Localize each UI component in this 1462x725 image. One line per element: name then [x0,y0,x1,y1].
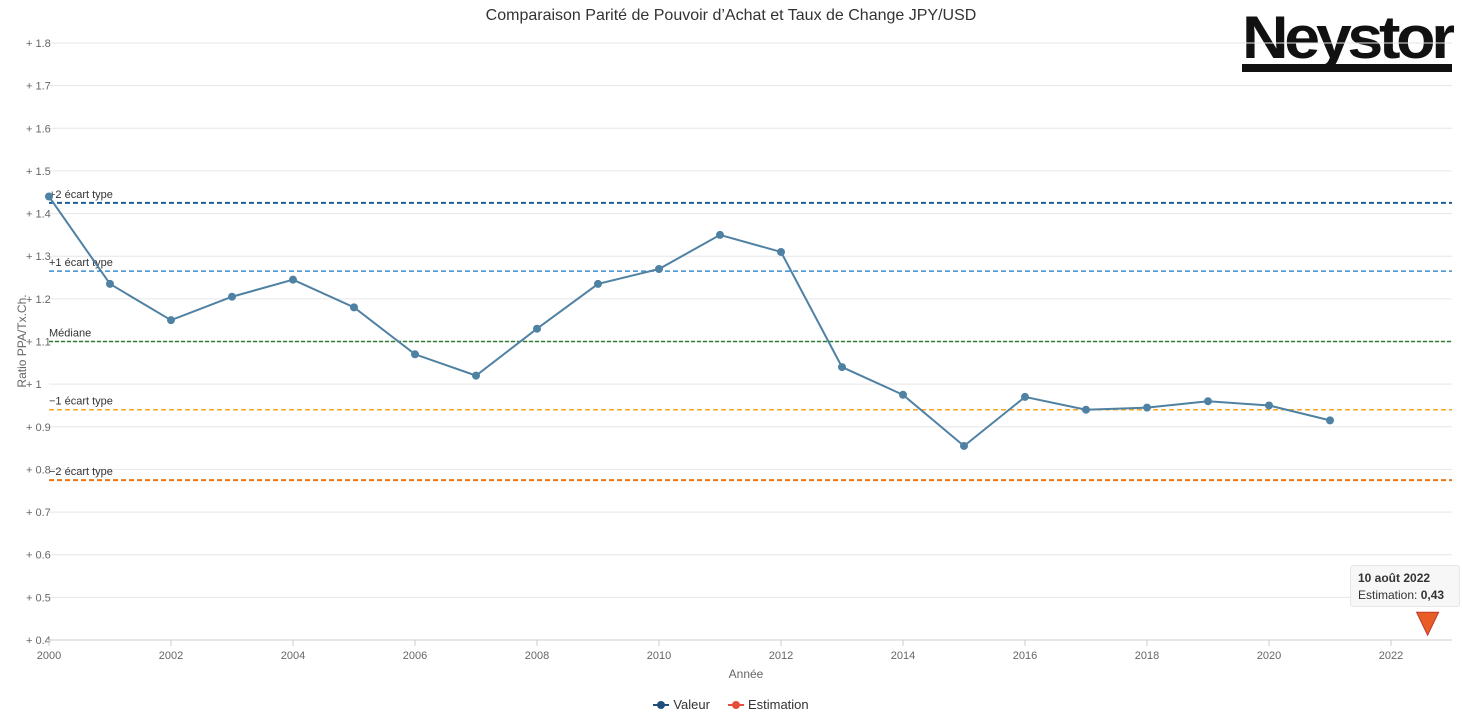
data-point-valeur[interactable] [411,350,419,359]
x-tick-label: 2012 [769,650,793,662]
chart-title: Comparaison Parité de Pouvoir d’Achat et… [485,7,977,24]
legend-label-estimation: Estimation [747,697,809,712]
y-tick-label: + 1.6 [26,123,51,135]
y-axis-ticks: + 0.4 + 0.5 + 0.6 + 0.7 + 0.8 + 0.9 + 1 + 1.1 + … [26,38,51,647]
data-point-valeur[interactable] [1204,397,1212,406]
gridlines [49,42,1452,641]
y-tick-label: + 1.8 [26,38,51,50]
series-line-valeur [48,195,1331,448]
y-tick-label: + 0.6 [26,550,51,562]
legend-swatch-valeur [653,700,670,710]
series-layer [45,192,1440,637]
x-tick-label: 2010 [647,650,671,662]
data-point-valeur[interactable] [1326,416,1334,425]
data-point-valeur[interactable] [472,371,480,380]
x-tick-label: 2002 [159,650,183,662]
x-tick-label: 2020 [1257,650,1281,662]
estimation-tooltip: 10 août 2022 Estimation: 0,43 [1350,565,1460,607]
reference-line-label: −2 écart type [49,466,113,478]
y-tick-label: + 0.5 [26,592,51,604]
legend-label-valeur: Valeur [673,697,710,712]
x-tick-label: 2004 [281,650,305,662]
y-tick-label: + 1.4 [26,209,51,221]
x-tick-label: 2014 [891,650,915,662]
x-tick-label: 2022 [1379,650,1403,662]
y-tick-label: + 0.4 [26,635,51,647]
tooltip-line: Estimation: 0,43 [1358,588,1452,602]
data-point-valeur[interactable] [655,265,663,274]
x-tick-label: 2016 [1013,650,1037,662]
y-tick-label: + 1 [26,379,42,391]
line-chart: + 0.4 + 0.5 + 0.6 + 0.7 + 0.8 + 0.9 + 1 + 1.1 + … [15,38,1452,681]
tooltip-value: 0,43 [1420,588,1445,602]
x-axis-title: Année [729,667,764,681]
data-point-valeur[interactable] [289,275,297,284]
data-point-valeur[interactable] [1082,405,1090,414]
reference-line-label: −1 écart type [49,396,113,408]
data-point-valeur[interactable] [167,316,175,325]
y-tick-label: + 0.9 [26,422,51,434]
x-axis-ticks: 2000 2002 2004 2006 2008 2010 2012 2014 2016 2018… [37,640,1403,662]
data-point-valeur[interactable] [594,279,602,288]
y-tick-label: + 1.1 [26,337,51,349]
x-tick-label: 2008 [525,650,549,662]
y-tick-label: + 1.2 [26,294,51,306]
data-point-valeur[interactable] [1143,403,1151,412]
chart-legend: Valeur Estimation [0,697,1462,712]
x-tick-label: 2018 [1135,650,1159,662]
data-point-valeur[interactable] [106,279,114,288]
reference-lines: +2 écart type +1 écart type Médiane −1 écar… [49,189,1452,482]
y-axis-title: Ratio PPA/Tx.Ch. [15,294,29,387]
reference-line-label: +2 écart type [49,189,113,201]
data-point-valeur[interactable] [45,192,53,201]
x-tick-label: 2000 [37,650,61,662]
x-tick-label: 2006 [403,650,427,662]
data-point-valeur[interactable] [777,247,785,256]
reference-line-label: Médiane [49,328,91,340]
legend-item-estimation[interactable]: Estimation [727,697,809,712]
neystor-logo: Neystor [1242,6,1454,72]
data-point-valeur[interactable] [838,363,846,372]
legend-swatch-estimation [727,700,744,710]
data-point-valeur[interactable] [228,292,236,301]
y-tick-label: + 0.8 [26,464,51,476]
data-point-estimation[interactable] [1415,611,1440,637]
y-tick-label: + 1.5 [26,166,51,178]
data-point-valeur[interactable] [1265,401,1273,410]
data-point-valeur[interactable] [899,390,907,399]
tooltip-label: Estimation: [1358,588,1418,602]
data-point-valeur[interactable] [533,324,541,333]
data-point-valeur[interactable] [716,230,724,239]
tooltip-date: 10 août 2022 [1358,571,1431,585]
y-tick-label: + 1.3 [26,251,51,263]
svg-text:Neystor: Neystor [1242,6,1454,71]
reference-line-label: +1 écart type [49,257,113,269]
legend-item-valeur[interactable]: Valeur [653,697,710,712]
data-point-valeur[interactable] [1021,392,1029,401]
y-tick-label: + 1.7 [26,81,51,93]
data-point-valeur[interactable] [960,441,968,450]
y-tick-label: + 0.7 [26,507,51,519]
data-point-valeur[interactable] [350,303,358,312]
